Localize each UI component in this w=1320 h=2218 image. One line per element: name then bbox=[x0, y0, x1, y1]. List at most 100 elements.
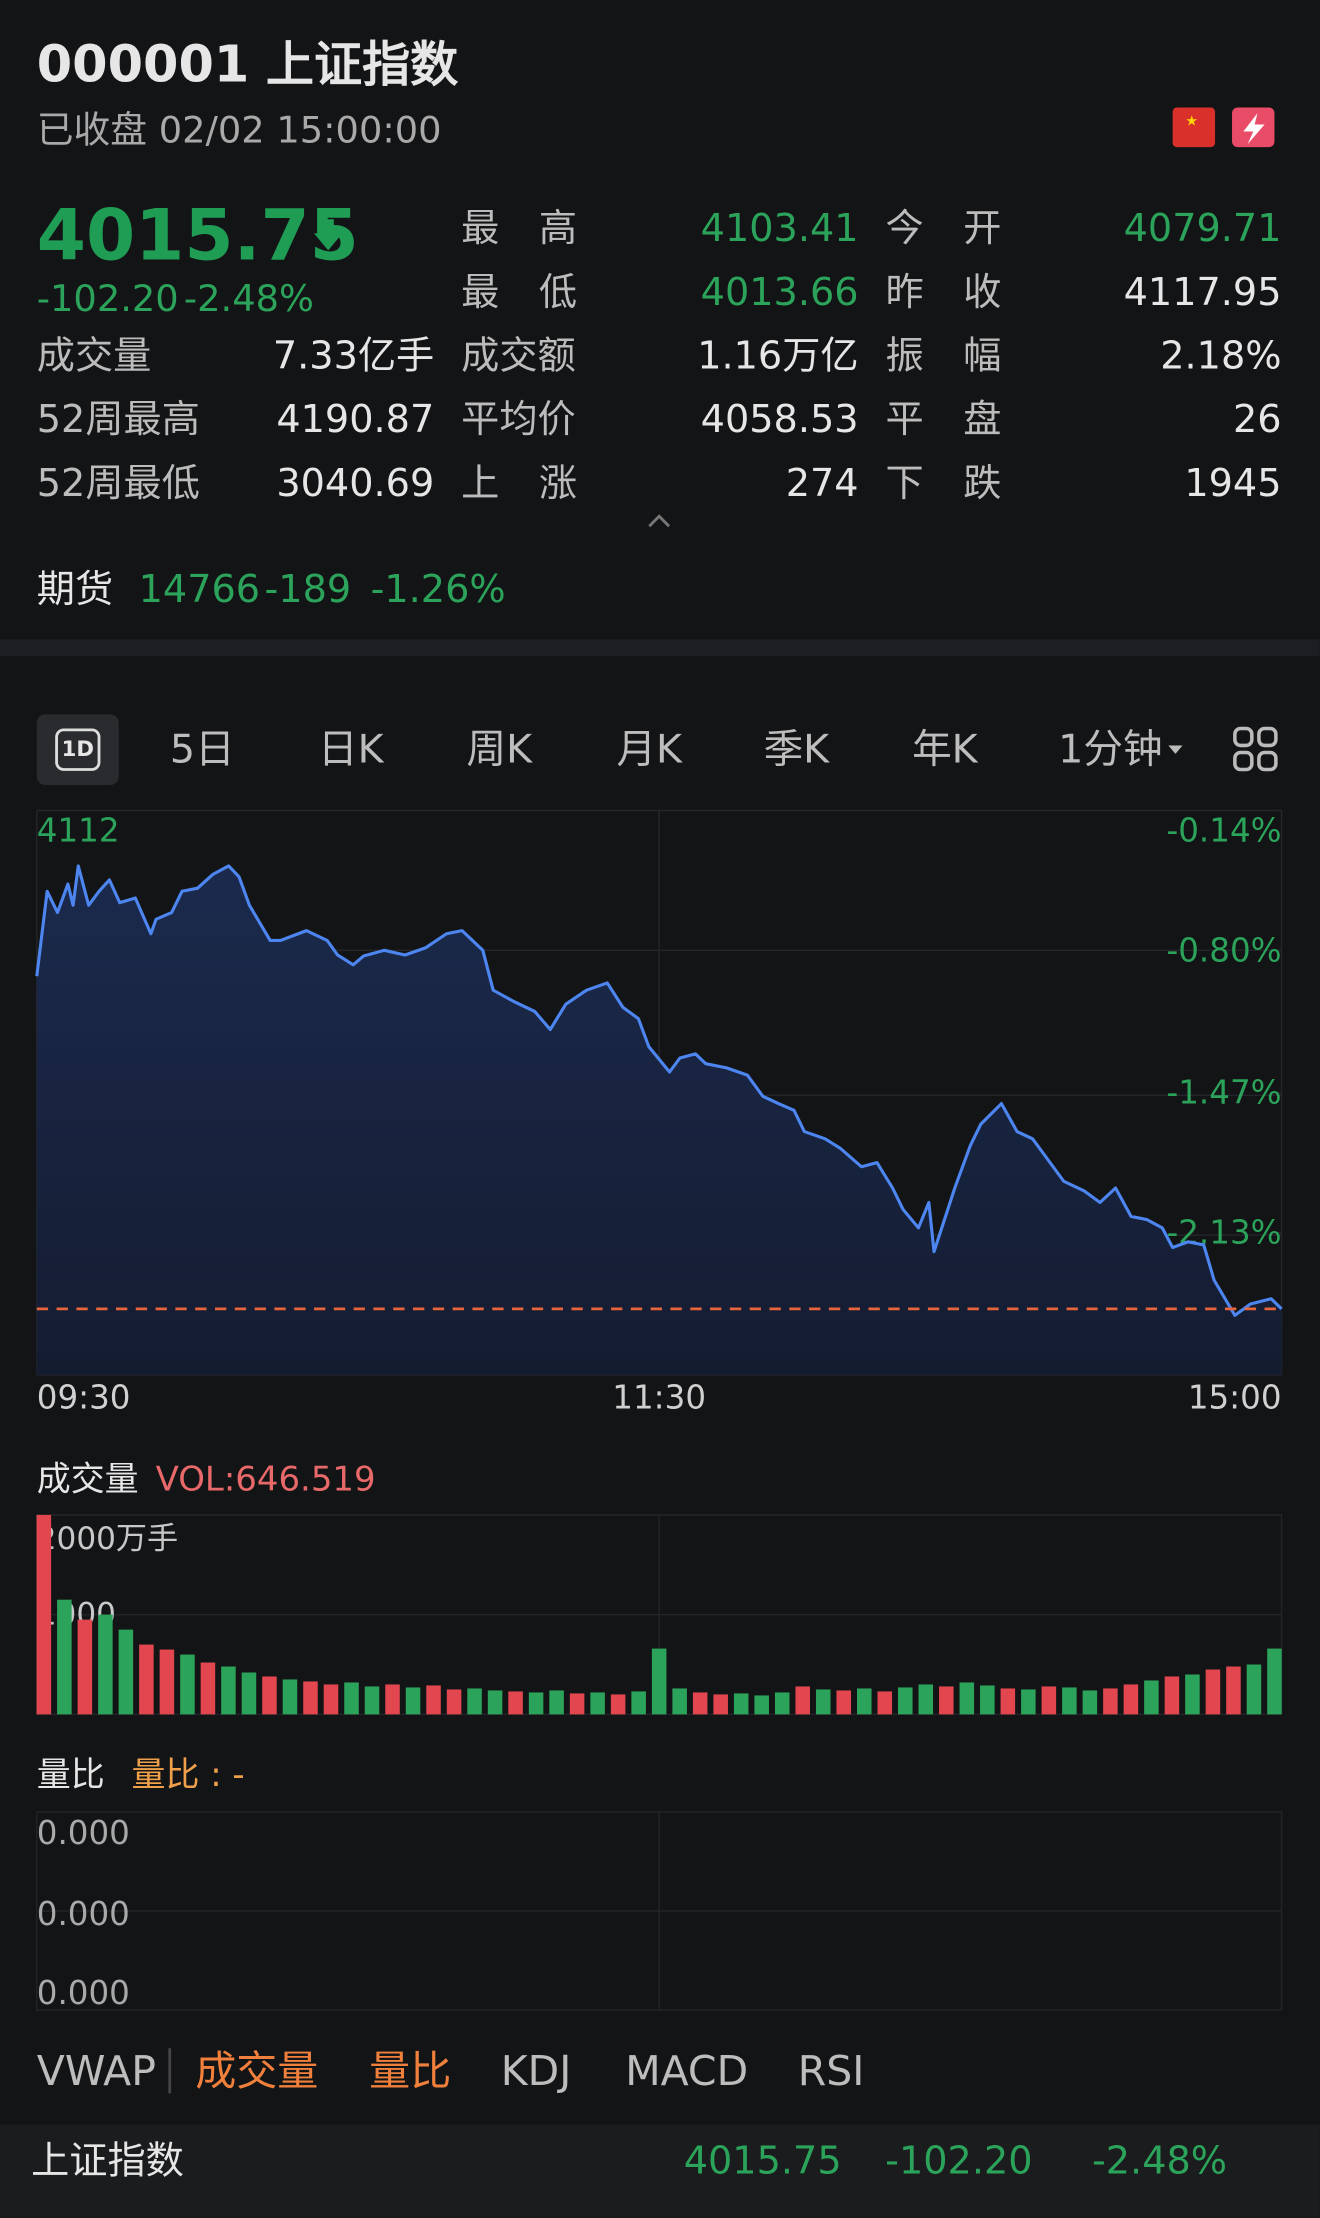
stat-label: 52周最高 bbox=[37, 398, 200, 442]
ratio-tick: 0.000 bbox=[37, 1814, 130, 1852]
volume-bar bbox=[569, 1693, 585, 1715]
volume-bar bbox=[1226, 1666, 1241, 1715]
volume-bar bbox=[118, 1629, 134, 1715]
volume-bar bbox=[651, 1648, 667, 1715]
stat-label: 52周最低 bbox=[37, 462, 200, 506]
stat-value: 3040.69 bbox=[276, 462, 434, 506]
y-tick-label: 4112 bbox=[37, 811, 120, 849]
status: 已收盘 02/02 15:00:00 bbox=[37, 109, 442, 152]
volume-bar bbox=[364, 1686, 380, 1715]
volume-bar bbox=[36, 1514, 52, 1715]
volume-title: 成交量 bbox=[37, 1460, 139, 1500]
period-tab[interactable]: 周K bbox=[467, 727, 534, 773]
indicator-tab[interactable]: RSI bbox=[798, 2047, 865, 2095]
volume-bar bbox=[180, 1654, 195, 1715]
indicator-tab[interactable]: KDJ bbox=[501, 2047, 572, 2095]
volume-bar bbox=[426, 1685, 441, 1715]
period-tab[interactable]: 5日 bbox=[170, 727, 235, 773]
volume-bar bbox=[774, 1692, 790, 1715]
volume-bar bbox=[508, 1691, 523, 1715]
volume-bar bbox=[836, 1690, 852, 1715]
indicator-tab[interactable]: 量比 bbox=[369, 2047, 451, 2095]
volume-bar bbox=[1123, 1684, 1139, 1715]
collapse-chevron[interactable] bbox=[648, 514, 671, 528]
volume-bar bbox=[713, 1694, 728, 1715]
volume-bar bbox=[692, 1692, 708, 1715]
volume-bar bbox=[77, 1619, 93, 1715]
x-tick-label: 11:30 bbox=[612, 1379, 706, 1417]
price: 4015.75 bbox=[37, 193, 359, 276]
volume-bar bbox=[1267, 1648, 1282, 1715]
volume-bar bbox=[815, 1689, 831, 1715]
volume-bar bbox=[282, 1679, 298, 1715]
volume-bar bbox=[487, 1690, 503, 1715]
stat-value: 4079.71 bbox=[1124, 207, 1282, 251]
stat-value: 4058.53 bbox=[701, 398, 859, 442]
volume-bar bbox=[385, 1684, 400, 1715]
volume-bar bbox=[631, 1691, 646, 1715]
volume-bar bbox=[200, 1662, 216, 1715]
tab-icon-frame bbox=[55, 728, 101, 771]
volume-bar bbox=[1246, 1664, 1262, 1715]
volume-bar bbox=[1205, 1669, 1221, 1715]
volume-bar bbox=[467, 1688, 482, 1715]
ratio-tick: 0.000 bbox=[37, 1895, 130, 1933]
volume-bar bbox=[898, 1687, 913, 1715]
code: 000001 bbox=[37, 36, 250, 95]
footer-change-pct: -2.48% bbox=[1092, 2139, 1227, 2183]
stat-label: 平均价 bbox=[461, 398, 576, 442]
separator bbox=[0, 639, 1320, 657]
period-tab[interactable]: 日K bbox=[318, 727, 385, 773]
stat-value: 4190.87 bbox=[276, 398, 434, 442]
volume-bar bbox=[1041, 1686, 1057, 1715]
ratio-tick: 0.000 bbox=[37, 1974, 130, 2012]
grid-menu-icon[interactable] bbox=[1233, 726, 1278, 772]
futures-price: 14766 bbox=[139, 568, 260, 612]
volume-bar bbox=[139, 1644, 154, 1715]
price-line bbox=[35, 864, 1283, 1317]
volume-bar bbox=[1000, 1688, 1016, 1715]
dropdown-caret[interactable] bbox=[1168, 745, 1183, 754]
period-tab[interactable]: 年K bbox=[912, 727, 979, 773]
y-tick-label: 2000万手 bbox=[37, 1521, 178, 1557]
x-tick-label: 09:30 bbox=[37, 1379, 131, 1417]
flag-star: ★ bbox=[1185, 114, 1198, 130]
futures-change-pct: -1.26% bbox=[371, 568, 506, 612]
indicator-tab[interactable]: MACD bbox=[625, 2047, 748, 2095]
ratio-indicator: 量比 : - bbox=[132, 1755, 245, 1795]
period-tab[interactable]: 1分钟 bbox=[1058, 727, 1162, 773]
stat-value: 4117.95 bbox=[1124, 271, 1282, 315]
volume-bar bbox=[1103, 1688, 1118, 1715]
period-tab[interactable]: 月K bbox=[616, 727, 683, 773]
stat-value: 4103.41 bbox=[701, 207, 859, 251]
indicator-tab[interactable]: 成交量 bbox=[195, 2047, 318, 2095]
period-tab[interactable]: 1D bbox=[62, 737, 94, 762]
stat-value: 274 bbox=[786, 462, 859, 506]
volume-bar bbox=[672, 1688, 687, 1715]
down-arrow bbox=[314, 219, 343, 251]
volume-bar bbox=[856, 1688, 872, 1715]
indicator-tab[interactable]: VWAP bbox=[37, 2047, 156, 2095]
flag-icon[interactable] bbox=[1172, 107, 1216, 148]
period-tab[interactable]: 季K bbox=[764, 727, 831, 773]
volume-bar bbox=[1144, 1680, 1159, 1715]
stat-value: 26 bbox=[1233, 398, 1282, 442]
index-name: 上证指数 bbox=[266, 37, 459, 93]
volume-bar bbox=[1021, 1689, 1036, 1715]
footer-name: 上证指数 bbox=[31, 2139, 184, 2183]
x-tick-label: 15:00 bbox=[1188, 1379, 1282, 1417]
volume-bar bbox=[241, 1672, 257, 1715]
volume-bar bbox=[1082, 1690, 1098, 1715]
volume-bar bbox=[590, 1692, 605, 1715]
volume-bar bbox=[918, 1684, 934, 1715]
volume-bar bbox=[405, 1687, 421, 1715]
volume-bar bbox=[795, 1686, 810, 1715]
footer-price: 4015.75 bbox=[684, 2139, 842, 2183]
volume-bar bbox=[323, 1684, 339, 1715]
volume-indicator: VOL:646.519 bbox=[156, 1460, 376, 1500]
volume-bar bbox=[159, 1649, 175, 1715]
volume-bar bbox=[939, 1686, 954, 1715]
futures-label: 期货 bbox=[37, 568, 113, 612]
volume-bar bbox=[57, 1599, 72, 1715]
volume-bar bbox=[528, 1692, 544, 1715]
